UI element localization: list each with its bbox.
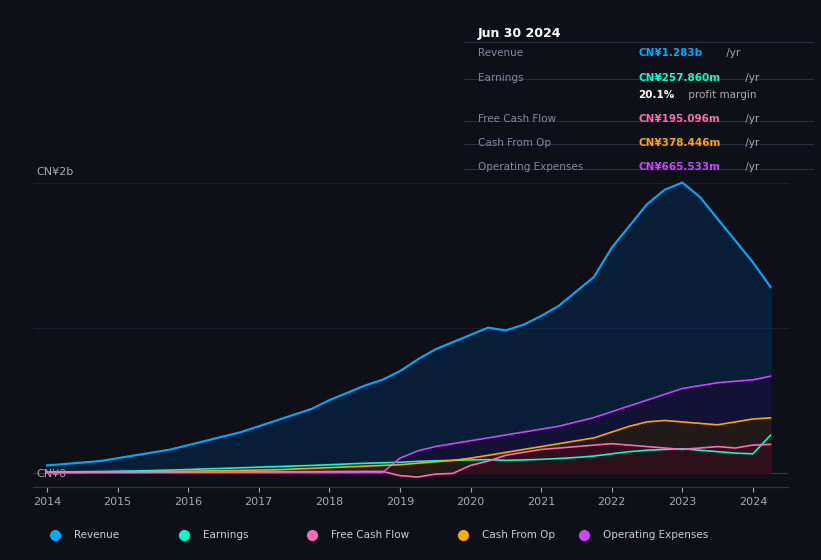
Text: Revenue: Revenue: [75, 530, 120, 540]
Text: /yr: /yr: [742, 138, 759, 148]
Text: Earnings: Earnings: [203, 530, 248, 540]
Text: Free Cash Flow: Free Cash Flow: [331, 530, 410, 540]
Text: CN¥2b: CN¥2b: [36, 167, 74, 178]
Text: Earnings: Earnings: [478, 73, 523, 83]
Text: CN¥195.096m: CN¥195.096m: [639, 114, 720, 124]
Text: Cash From Op: Cash From Op: [482, 530, 555, 540]
Text: CN¥665.533m: CN¥665.533m: [639, 162, 720, 172]
Text: Jun 30 2024: Jun 30 2024: [478, 27, 562, 40]
Text: 20.1%: 20.1%: [639, 90, 675, 100]
Text: CN¥257.860m: CN¥257.860m: [639, 73, 721, 83]
Text: /yr: /yr: [723, 48, 741, 58]
Text: /yr: /yr: [742, 73, 759, 83]
Text: Operating Expenses: Operating Expenses: [603, 530, 709, 540]
Text: CN¥0: CN¥0: [36, 469, 67, 479]
Text: /yr: /yr: [742, 114, 759, 124]
Text: Revenue: Revenue: [478, 48, 523, 58]
Text: Cash From Op: Cash From Op: [478, 138, 551, 148]
Text: CN¥1.283b: CN¥1.283b: [639, 48, 703, 58]
Text: /yr: /yr: [742, 162, 759, 172]
Text: Free Cash Flow: Free Cash Flow: [478, 114, 556, 124]
Text: profit margin: profit margin: [686, 90, 757, 100]
Text: CN¥378.446m: CN¥378.446m: [639, 138, 721, 148]
Text: Operating Expenses: Operating Expenses: [478, 162, 583, 172]
